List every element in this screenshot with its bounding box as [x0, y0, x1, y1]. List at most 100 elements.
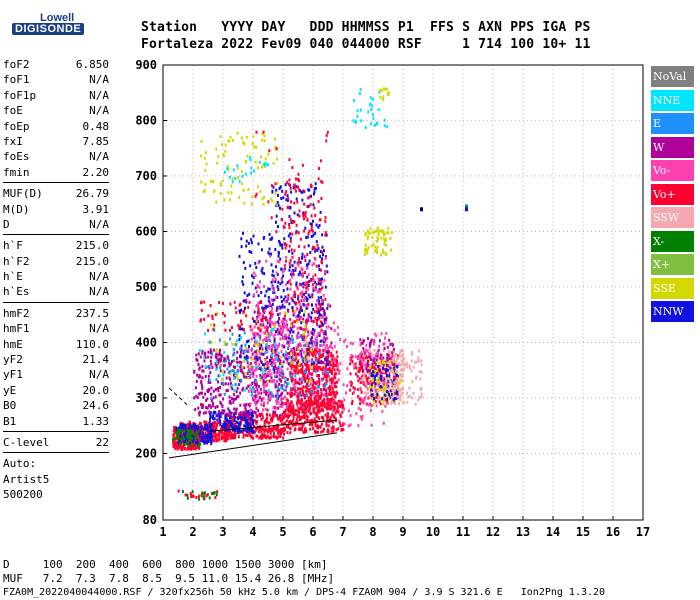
data-point: [318, 325, 321, 328]
data-point: [387, 384, 390, 388]
data-point: [310, 399, 313, 403]
parameter-value: 215.0: [75, 254, 109, 268]
data-point: [235, 407, 238, 411]
data-point: [305, 318, 308, 322]
data-point: [272, 280, 275, 283]
data-point: [295, 283, 298, 287]
data-point: [329, 360, 332, 364]
data-point: [378, 373, 381, 376]
data-point: [324, 413, 327, 417]
data-point: [251, 317, 254, 321]
data-point: [321, 368, 324, 372]
data-point: [286, 352, 289, 356]
data-point: [281, 270, 284, 274]
data-point: [190, 431, 193, 435]
data-point: [300, 267, 303, 270]
data-point: [399, 363, 402, 367]
data-point: [318, 404, 320, 408]
parameter-value: 22: [95, 435, 109, 449]
data-point: [288, 355, 291, 359]
data-point: [241, 275, 244, 279]
data-point: [263, 284, 266, 288]
data-point: [342, 405, 345, 409]
data-point: [210, 435, 213, 439]
data-point: [269, 392, 272, 396]
data-point: [286, 413, 289, 417]
data-point: [207, 328, 210, 332]
data-point: [289, 330, 292, 334]
data-point: [256, 342, 259, 346]
data-point: [261, 347, 264, 351]
data-point: [382, 229, 385, 233]
data-point: [261, 266, 264, 270]
parameter-value: 237.5: [75, 306, 109, 320]
data-point: [279, 386, 282, 390]
data-point: [261, 367, 264, 371]
data-point: [309, 386, 312, 390]
data-point: [235, 425, 238, 429]
data-point: [294, 374, 297, 378]
data-point: [255, 290, 258, 294]
data-point: [328, 367, 331, 371]
data-point: [255, 322, 258, 326]
data-point: [307, 330, 310, 334]
data-point: [295, 301, 298, 305]
data-point: [296, 336, 299, 340]
data-point: [222, 397, 225, 401]
data-point: [270, 332, 273, 336]
data-point: [267, 299, 270, 303]
data-point: [247, 411, 250, 415]
data-point: [253, 425, 256, 429]
data-point: [293, 320, 296, 324]
data-point: [180, 426, 183, 430]
data-point: [259, 325, 262, 329]
data-point: [292, 383, 295, 387]
data-point: [362, 346, 365, 350]
data-point: [307, 347, 310, 351]
data-point: [317, 385, 320, 389]
data-point: [218, 351, 221, 355]
data-point: [316, 424, 319, 428]
data-point: [275, 406, 278, 410]
data-point: [306, 205, 309, 208]
data-point: [380, 358, 383, 362]
data-point: [316, 323, 319, 326]
data-point: [338, 369, 341, 373]
data-point: [282, 269, 285, 273]
data-point: [371, 113, 374, 116]
data-point: [189, 431, 192, 435]
data-point: [375, 334, 378, 338]
data-point: [303, 292, 305, 296]
data-point: [223, 409, 226, 413]
data-point: [195, 357, 198, 361]
data-point: [257, 326, 260, 330]
data-point: [300, 293, 303, 296]
data-point: [267, 200, 270, 204]
data-point: [359, 397, 361, 401]
data-point: [370, 404, 373, 408]
data-point: [284, 351, 287, 354]
data-point: [308, 390, 311, 394]
data-point: [382, 402, 385, 406]
data-point: [365, 402, 368, 406]
data-point: [254, 355, 257, 359]
data-point: [292, 320, 295, 324]
data-point: [273, 290, 276, 294]
data-point: [372, 399, 375, 403]
data-point: [223, 432, 226, 436]
data-point: [313, 381, 316, 385]
data-point: [180, 423, 183, 427]
data-point: [256, 399, 259, 403]
data-point: [288, 402, 291, 406]
y-tick-label: 600: [135, 224, 157, 238]
data-point: [173, 442, 176, 446]
data-point: [313, 392, 316, 396]
data-point: [385, 363, 388, 367]
data-point: [222, 382, 225, 385]
data-point: [174, 446, 177, 450]
data-point: [236, 339, 238, 343]
data-point: [320, 390, 323, 394]
data-point: [387, 353, 390, 357]
data-point: [302, 402, 305, 406]
data-point: [362, 353, 365, 357]
